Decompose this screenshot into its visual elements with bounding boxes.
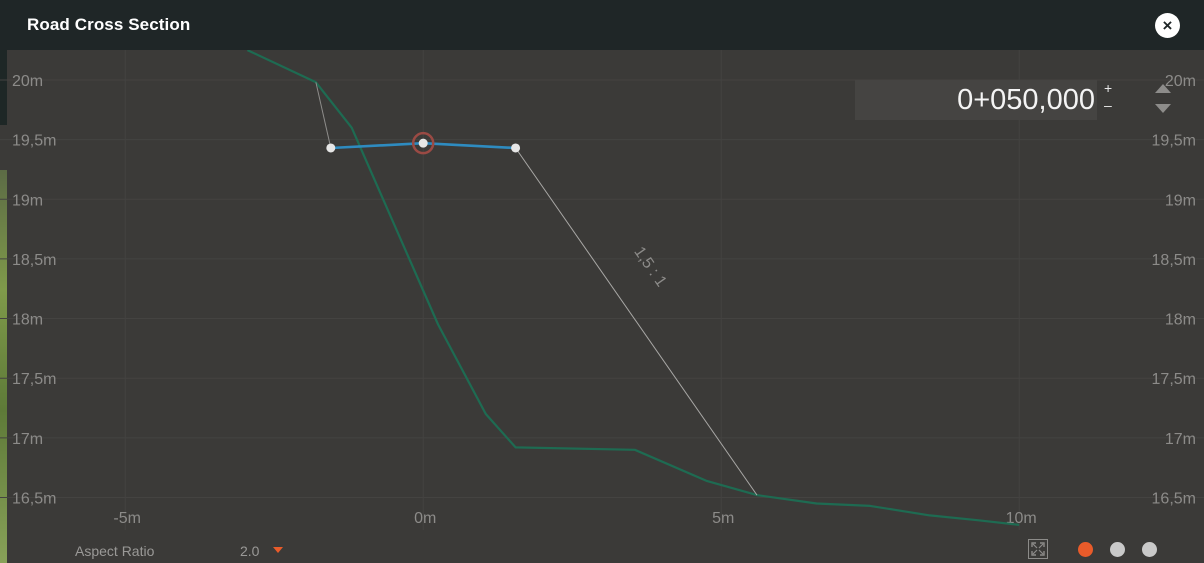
y-tick-label-left: 17m [12,431,43,448]
y-axis-labels-left: 20m 19,5m 19m 18,5m 18m 17,5m 17m 16,5m [12,73,56,508]
y-tick-label-right: 18,5m [1152,252,1196,269]
station-up-arrow-icon[interactable] [1155,84,1171,93]
y-tick-label-right: 17,5m [1152,371,1196,388]
vertex-handle-2 [418,138,428,148]
background-terrain-strip [0,170,7,563]
slope-label: 1,5 : 1 [630,244,669,290]
selected-vertex-ring [411,131,435,155]
y-tick-label-left: 17,5m [12,371,56,388]
y-tick-label-right: 16,5m [1152,491,1196,508]
view-dot-2[interactable] [1110,542,1125,557]
vertex-handle-1 [326,143,336,153]
station-increment-plus[interactable]: + [1104,80,1113,96]
y-tick-label-left: 19,5m [12,133,56,150]
y-tick-label-left: 19m [12,192,43,209]
y-tick-label-left: 18m [12,312,43,329]
y-tick-label-left: 16,5m [12,491,56,508]
x-tick-label: 5m [712,510,734,527]
background-strip-top [0,50,7,125]
chart-grid [0,50,1204,530]
cross-section-chart[interactable]: 20m 19,5m 19m 18,5m 18m 17,5m 17m 16,5m 20m 19,5… [0,50,1204,530]
vertex-handle-3 [511,143,521,153]
series-line-4 [515,147,758,496]
series-line-1 [246,50,1020,526]
x-tick-label: 10m [1006,510,1037,527]
view-dot-1[interactable] [1078,542,1093,557]
station-value[interactable]: 0+050,000 [957,84,1095,116]
aspect-ratio-value[interactable]: 2.0 [240,543,260,559]
y-tick-label-right: 19,5m [1152,133,1196,150]
station-down-arrow-icon[interactable] [1155,104,1171,113]
x-tick-label: -5m [113,510,141,527]
chart-vertices [326,131,521,155]
close-button[interactable]: × [1155,13,1180,38]
fit-view-icon[interactable] [1028,539,1048,559]
series-line-3 [315,82,332,149]
x-axis-labels: -5m 0m 5m 10m [113,510,1036,527]
y-tick-label-right: 17m [1165,431,1196,448]
aspect-ratio-dropdown-icon[interactable] [273,547,283,553]
x-tick-label: 0m [414,510,436,527]
chart-series [246,50,1020,526]
y-tick-label-left: 18,5m [12,252,56,269]
y-axis-labels-right: 20m 19,5m 19m 18,5m 18m 17,5m 17m 16,5m [1152,73,1196,508]
view-dot-3[interactable] [1142,542,1157,557]
title-bar: Road Cross Section × [0,0,1204,50]
y-tick-label-right: 19m [1165,192,1196,209]
y-tick-label-right: 20m [1165,73,1196,90]
window-title: Road Cross Section [27,15,191,34]
station-field[interactable] [855,80,1097,120]
aspect-ratio-label: Aspect Ratio [75,543,155,559]
y-tick-label-left: 20m [12,73,43,90]
y-tick-label-right: 18m [1165,312,1196,329]
station-increment-minus[interactable]: – [1104,97,1112,113]
